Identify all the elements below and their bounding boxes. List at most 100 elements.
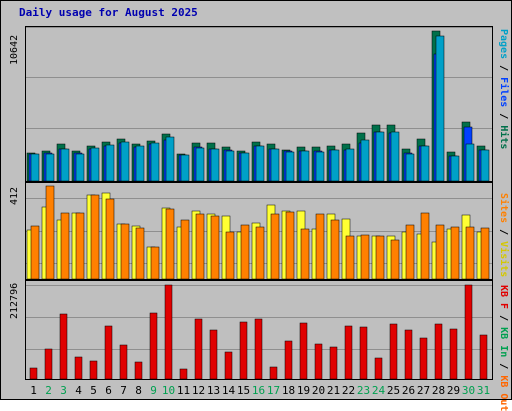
kbf-bar-day-18 — [284, 340, 293, 379]
kbf-bar-day-30 — [464, 284, 473, 379]
x-tick-label-day-21: 21 — [326, 384, 341, 397]
mid-y-max-label: 412 — [9, 186, 20, 205]
legend-kb-in: KB In — [498, 327, 509, 358]
kbf-bar-day-12 — [194, 318, 203, 379]
pages-bar-day-17 — [270, 148, 280, 181]
x-tick-label-day-20: 20 — [311, 384, 326, 397]
kbf-bar-day-7 — [119, 344, 128, 379]
pages-bar-day-15 — [240, 152, 250, 181]
x-tick-label-day-29: 29 — [446, 384, 461, 397]
pages-bar-day-23 — [360, 139, 370, 181]
kbytes-panel — [25, 280, 493, 380]
top-y-max-label: 10642 — [9, 34, 20, 65]
sites-bar-day-16 — [255, 226, 265, 279]
sites-bar-day-15 — [240, 224, 250, 279]
x-tick-label-day-25: 25 — [386, 384, 401, 397]
kbf-bar-day-22 — [344, 325, 353, 379]
pages-bar-day-5 — [90, 147, 100, 181]
sites-bar-day-13 — [210, 215, 220, 279]
x-tick-label-day-3: 3 — [60, 384, 67, 397]
sites-bar-day-18 — [285, 211, 295, 279]
x-tick-label-day-5: 5 — [90, 384, 97, 397]
x-tick-label-day-2: 2 — [45, 384, 52, 397]
sites-bar-day-20 — [315, 213, 325, 279]
sites-bar-day-14 — [225, 231, 235, 279]
kbf-bar-day-3 — [59, 313, 68, 379]
x-tick-label-day-1: 1 — [30, 384, 37, 397]
pages-bar-day-21 — [330, 149, 340, 181]
mid-legend: Sites / Visits — [498, 193, 509, 278]
kbf-bar-day-25 — [389, 323, 398, 379]
pages-bar-day-25 — [390, 131, 400, 181]
pages-bar-day-3 — [60, 148, 70, 181]
kbf-bar-day-23 — [359, 326, 368, 379]
sites-bar-day-31 — [480, 227, 490, 279]
x-tick-label-day-23: 23 — [356, 384, 371, 397]
x-tick-label-day-6: 6 — [105, 384, 112, 397]
sites-bar-day-5 — [90, 194, 100, 279]
sites-bar-day-2 — [45, 185, 55, 279]
hits-files-pages-panel — [25, 26, 493, 182]
sites-bar-day-9 — [150, 246, 160, 279]
sites-bar-day-4 — [75, 212, 85, 279]
legend-kb-out: KB Out — [498, 375, 509, 411]
kbf-bar-day-9 — [149, 312, 158, 379]
kbf-bar-day-19 — [299, 322, 308, 379]
kbf-bar-day-28 — [434, 323, 443, 379]
kbf-bar-day-13 — [209, 329, 218, 379]
x-tick-label-day-9: 9 — [150, 384, 157, 397]
pages-bar-day-1 — [30, 153, 40, 181]
sites-bar-day-1 — [30, 225, 40, 279]
sites-bar-day-27 — [420, 212, 430, 279]
x-tick-label-day-18: 18 — [281, 384, 296, 397]
x-tick-label-day-12: 12 — [191, 384, 206, 397]
pages-bar-day-2 — [45, 153, 55, 181]
x-tick-label-day-10: 10 — [161, 384, 176, 397]
sites-bar-day-24 — [375, 235, 385, 279]
kbf-bar-day-14 — [224, 351, 233, 379]
sites-bar-day-28 — [435, 224, 445, 279]
legend-sites: Sites — [498, 193, 509, 224]
pages-bar-day-10 — [165, 136, 175, 181]
sites-bar-day-29 — [450, 226, 460, 279]
pages-bar-day-19 — [300, 150, 310, 181]
sites-bar-day-3 — [60, 212, 70, 279]
x-tick-label-day-27: 27 — [416, 384, 431, 397]
kbf-bar-day-15 — [239, 321, 248, 379]
kbf-bar-day-26 — [404, 329, 413, 379]
x-tick-label-day-7: 7 — [120, 384, 127, 397]
x-tick-label-day-28: 28 — [431, 384, 446, 397]
kbf-bar-day-6 — [104, 325, 113, 379]
kbf-bar-day-17 — [269, 366, 278, 379]
kbytes-chart — [29, 284, 488, 379]
pages-bar-day-6 — [105, 144, 115, 181]
pages-bar-day-7 — [120, 141, 130, 181]
pages-bar-day-8 — [135, 145, 145, 181]
sites-bar-day-23 — [360, 234, 370, 279]
kbf-bar-day-8 — [134, 361, 143, 379]
pages-bar-day-30 — [465, 143, 475, 181]
x-tick-label-day-14: 14 — [221, 384, 236, 397]
pages-bar-day-12 — [195, 147, 205, 181]
sites-bar-day-7 — [120, 223, 130, 279]
pages-bar-day-20 — [315, 151, 325, 181]
sites-bar-day-6 — [105, 198, 115, 279]
chart-title: Daily usage for August 2025 — [19, 6, 198, 19]
kbf-bar-day-1 — [29, 367, 38, 379]
x-tick-label-day-11: 11 — [176, 384, 191, 397]
kbf-bar-day-31 — [479, 334, 488, 379]
pages-bar-day-4 — [75, 153, 85, 181]
x-tick-label-day-8: 8 — [135, 384, 142, 397]
kbf-bar-day-27 — [419, 337, 428, 379]
x-tick-label-day-31: 31 — [476, 384, 491, 397]
x-tick-label-day-24: 24 — [371, 384, 386, 397]
kbf-bar-day-24 — [374, 357, 383, 379]
legend-pages: Pages — [498, 29, 509, 60]
sites-bar-day-30 — [465, 226, 475, 279]
pages-bar-day-14 — [225, 150, 235, 181]
bot-legend: KB F / KB In / KB Out — [498, 285, 509, 411]
pages-bar-day-29 — [450, 155, 460, 181]
x-tick-label-day-13: 13 — [206, 384, 221, 397]
x-tick-label-day-30: 30 — [461, 384, 476, 397]
pages-bar-day-31 — [480, 149, 490, 181]
